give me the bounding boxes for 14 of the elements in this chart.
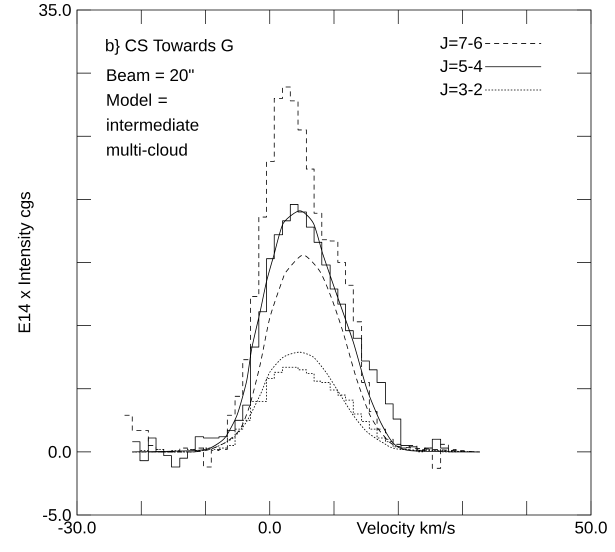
x-tick-label: 0.0 xyxy=(258,522,281,534)
y-axis-title: E14 x Intensity cgs xyxy=(18,192,34,332)
legend-label: J=7-6 xyxy=(440,36,482,49)
annotation: b} CS Towards G xyxy=(106,38,233,55)
legend-label: J=5-4 xyxy=(440,60,482,72)
y-tick-label: -5.0 xyxy=(43,509,71,521)
annotation: Beam = 20" xyxy=(107,69,194,82)
legend-label: J=3-2 xyxy=(440,83,482,96)
x-tick-label: 50.0 xyxy=(575,522,607,534)
y-tick-label: 35.0 xyxy=(39,4,71,16)
x-axis-title: Velocity km/s xyxy=(356,522,455,538)
y-tick-label: 0.0 xyxy=(48,446,71,458)
annotation: Model = intermediate multi-cloud xyxy=(107,94,198,156)
x-tick-label: -30.0 xyxy=(58,522,96,534)
